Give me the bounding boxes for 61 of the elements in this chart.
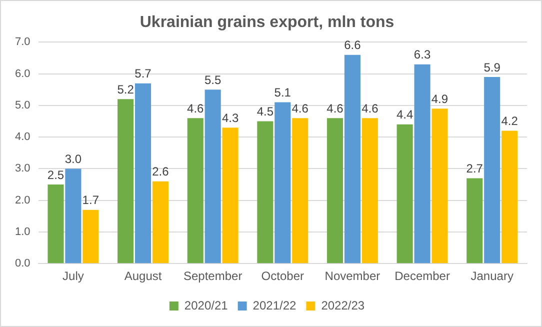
data-label: 5.9 — [484, 60, 501, 74]
bar — [222, 128, 238, 264]
y-tick-label: 7.0 — [14, 36, 30, 48]
data-label: 1.7 — [82, 193, 100, 208]
bar — [326, 118, 344, 264]
data-label: 6.6 — [344, 38, 362, 52]
data-label: 3.0 — [64, 152, 82, 166]
bar — [502, 130, 518, 264]
data-label: 2.5 — [47, 168, 64, 182]
y-tick-label: 1.0 — [14, 226, 30, 238]
data-label: 4.2 — [501, 114, 518, 128]
bar — [432, 108, 448, 264]
bar — [274, 102, 291, 264]
x-tick-label: August — [124, 269, 162, 284]
x-tick-label: July — [62, 269, 84, 284]
data-label: 4.4 — [396, 108, 414, 122]
data-label: 5.7 — [134, 66, 152, 81]
y-tick-label: 5.0 — [14, 99, 30, 112]
legend-label: 2022/23 — [321, 298, 365, 312]
y-tick-label: 6.0 — [14, 68, 30, 80]
x-tick-label: October — [261, 269, 304, 284]
x-tick-label: December — [394, 269, 450, 284]
bar — [204, 90, 221, 264]
x-tick-label: November — [324, 269, 380, 284]
data-label: 5.2 — [117, 82, 134, 96]
x-tick-label: September — [183, 269, 242, 284]
bar — [152, 181, 168, 264]
legend-label: 2021/22 — [252, 298, 297, 312]
bar — [257, 121, 274, 264]
y-tick-label: 2.0 — [14, 194, 30, 206]
data-label: 2.6 — [152, 164, 170, 179]
data-label: 6.3 — [414, 48, 431, 62]
data-label: 4.6 — [187, 101, 204, 116]
bar — [414, 64, 430, 264]
bar — [118, 99, 134, 264]
data-label: 5.1 — [274, 86, 292, 100]
data-label: 4.6 — [292, 101, 309, 116]
y-tick-label: 4.0 — [14, 131, 30, 144]
data-label: 5.5 — [204, 72, 222, 87]
chart-title: Ukrainian grains export, mln tons — [140, 14, 394, 32]
bar — [396, 124, 413, 264]
bar — [48, 184, 64, 264]
data-label: 4.3 — [222, 110, 239, 125]
bar — [187, 118, 204, 264]
bar — [344, 54, 360, 264]
bar — [292, 118, 308, 264]
y-tick-label: 3.0 — [14, 162, 30, 175]
bar — [65, 168, 82, 264]
bar — [484, 76, 500, 264]
data-label: 4.6 — [362, 101, 379, 116]
data-label: 2.7 — [466, 162, 484, 176]
bar — [466, 178, 483, 264]
x-tick-label: January — [470, 269, 514, 284]
y-tick-label: 0.0 — [14, 258, 30, 270]
bar — [134, 83, 152, 264]
data-label: 4.5 — [256, 104, 274, 119]
legend-label: 2020/21 — [184, 298, 228, 312]
bar — [82, 210, 99, 264]
data-label: 4.6 — [326, 101, 344, 116]
data-label: 4.9 — [431, 92, 448, 106]
bar — [362, 118, 378, 264]
